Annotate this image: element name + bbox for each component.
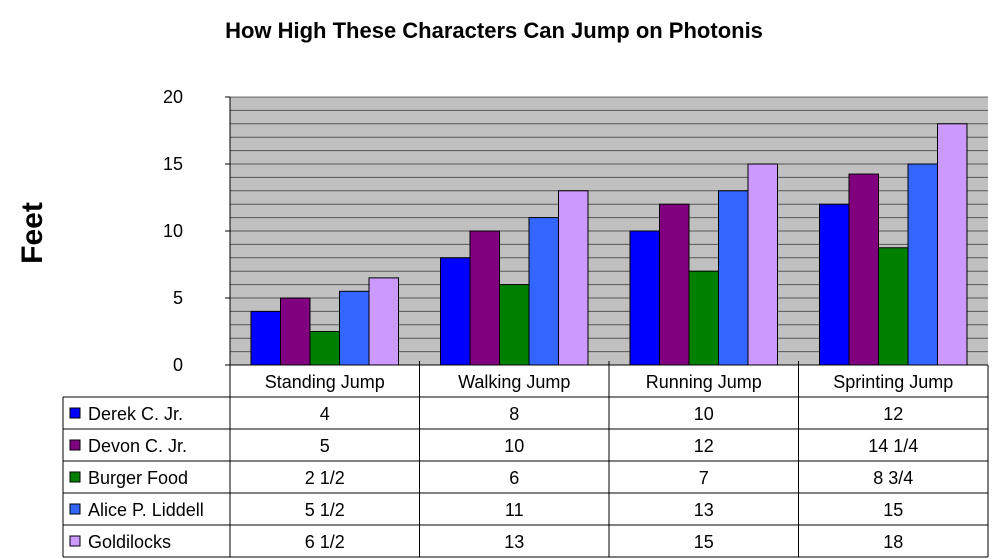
legend-swatch	[69, 503, 81, 515]
bar	[528, 217, 559, 366]
data-label: 18	[883, 532, 903, 552]
data-label: 11	[505, 500, 524, 520]
data-label: 5	[320, 436, 330, 456]
data-label: 14 1/4	[868, 436, 918, 456]
bar	[819, 203, 850, 366]
data-label: 8 3/4	[873, 468, 913, 488]
legend-swatch	[69, 439, 81, 451]
bar	[907, 163, 938, 366]
y-tick-label: 0	[173, 355, 183, 375]
data-label: 4	[320, 404, 330, 424]
bars	[250, 123, 968, 366]
data-label: 12	[694, 436, 714, 456]
bar	[440, 257, 471, 366]
category-label: Walking Jump	[458, 372, 570, 392]
data-label: 10	[504, 436, 524, 456]
data-label: 6	[509, 468, 519, 488]
legend-label: Alice P. Liddell	[88, 500, 204, 520]
legend-swatch	[69, 407, 81, 419]
bar	[937, 123, 968, 366]
data-label: 8	[509, 404, 519, 424]
data-label: 6 1/2	[305, 532, 345, 552]
category-label: Running Jump	[646, 372, 762, 392]
data-label: 15	[694, 532, 714, 552]
bar	[368, 277, 399, 366]
bar	[688, 270, 719, 366]
bar	[629, 230, 660, 366]
data-label: 13	[694, 500, 714, 520]
data-label: 13	[504, 532, 524, 552]
y-tick-label: 10	[163, 221, 183, 241]
y-tick-label: 15	[163, 154, 183, 174]
legend-swatch	[69, 535, 81, 547]
bar	[848, 173, 879, 366]
bar	[659, 203, 690, 366]
category-label: Sprinting Jump	[833, 372, 953, 392]
bar	[469, 230, 500, 366]
legend-label: Burger Food	[88, 468, 188, 488]
legend-swatch	[69, 471, 81, 483]
data-label: 2 1/2	[305, 468, 345, 488]
y-tick-label: 20	[163, 87, 183, 107]
data-label: 15	[883, 500, 903, 520]
data-label: 12	[883, 404, 903, 424]
bar	[499, 284, 530, 366]
bar	[339, 290, 370, 366]
legend-label: Goldilocks	[88, 532, 171, 552]
legend-label: Devon C. Jr.	[88, 436, 187, 456]
bar	[718, 190, 749, 366]
bar	[878, 247, 909, 366]
y-tick-label: 5	[173, 288, 183, 308]
bar	[558, 190, 589, 366]
legend-label: Derek C. Jr.	[88, 404, 183, 424]
data-label: 7	[699, 468, 709, 488]
data-label: 5 1/2	[305, 500, 345, 520]
chart-title: How High These Characters Can Jump on Ph…	[225, 18, 763, 43]
category-label: Standing Jump	[265, 372, 385, 392]
data-table: Standing Jump Walking Jump Running Jump Spr…	[62, 364, 989, 558]
axes: 0 5 10 15 20	[163, 87, 231, 375]
data-label: 10	[694, 404, 714, 424]
bar	[747, 163, 778, 366]
bar	[250, 310, 281, 366]
bar	[280, 297, 311, 366]
bar	[309, 331, 340, 366]
